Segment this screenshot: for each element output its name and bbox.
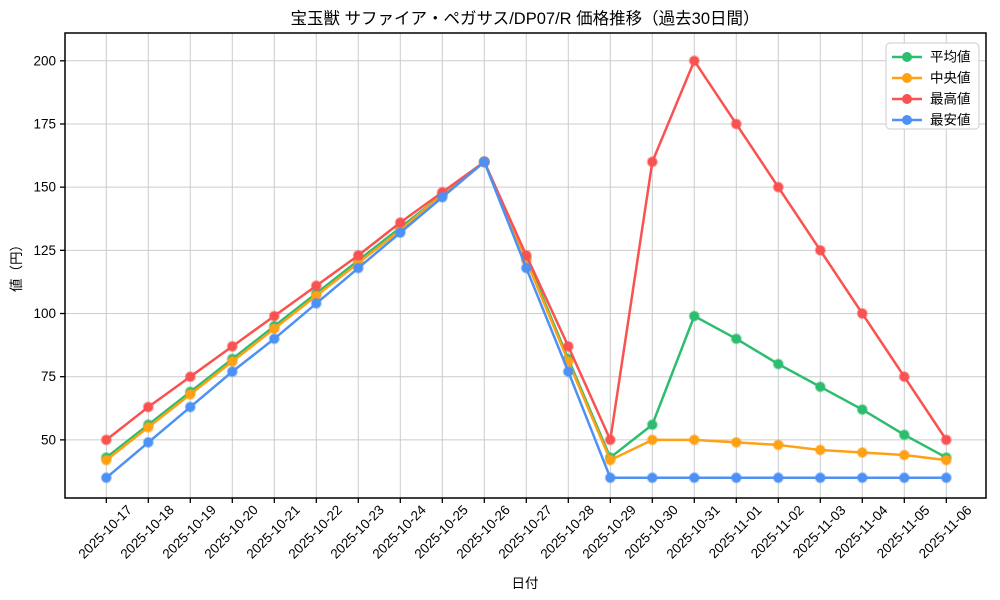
point-max [184,371,196,383]
point-max [352,249,364,261]
chart-title: 宝玉獣 サファイア・ペガサス/DP07/R 価格推移（過去30日間） [290,9,759,28]
y-tick-label: 50 [41,432,56,447]
point-average [688,310,700,322]
point-median [184,388,196,400]
point-min [520,262,532,274]
y-tick-label: 150 [33,180,56,195]
point-median [268,323,280,335]
legend-marker-average [902,52,912,62]
point-max [394,216,406,229]
point-max [100,434,112,446]
point-min [814,472,826,484]
point-max [268,310,280,322]
point-median [898,449,910,461]
point-median [142,421,154,433]
legend-item-average: 平均値 [892,50,971,65]
point-min [310,297,322,310]
point-median [730,436,742,449]
y-tick-label: 175 [33,116,56,131]
legend-label-average: 平均値 [930,50,971,65]
point-max [940,434,952,446]
point-min [268,333,280,345]
point-min [436,191,448,203]
y-tick-label: 125 [33,243,56,258]
axes-layer: 2025-10-172025-10-182025-10-192025-10-20… [33,32,987,562]
legend-box [885,42,980,130]
legend-marker-min [902,115,912,125]
point-median [646,434,658,446]
point-max [226,340,238,352]
point-min [646,472,658,484]
point-min [772,472,784,484]
point-max [604,434,616,446]
y-tick-label: 200 [33,53,56,68]
point-min [478,156,490,168]
legend-marker-median [902,73,912,83]
series-layer [100,55,952,484]
point-min [142,436,154,449]
point-max [772,181,784,193]
legend-label-median: 中央値 [930,71,971,86]
point-min [688,472,700,484]
point-max [646,156,658,168]
point-max [688,55,700,67]
point-min [562,366,574,378]
y-axis-label: 値（円） [9,238,24,292]
point-average [856,403,868,416]
point-min [184,401,196,413]
point-average [814,381,826,393]
legend-label-max: 最高値 [930,91,971,107]
point-min [100,472,112,484]
legend-item-max: 最高値 [892,91,971,107]
point-average [772,358,784,370]
point-max [310,280,322,292]
point-median [604,454,616,466]
point-average [646,419,658,431]
point-median [856,446,868,459]
point-median [100,454,112,466]
legend-marker-max [902,94,912,104]
point-min [940,472,952,484]
point-average [898,429,910,441]
point-min [352,262,364,274]
y-tick-label: 75 [41,369,56,384]
point-median [814,444,826,456]
point-max [730,118,742,130]
point-min [394,227,406,239]
point-min [730,472,742,484]
point-average [730,333,742,345]
point-max [814,244,826,256]
point-max [856,307,868,320]
point-min [898,472,910,484]
point-max [562,340,574,352]
legend-item-min: 最安値 [892,113,971,128]
point-median [940,454,952,466]
point-max [142,401,154,413]
legend-item-median: 中央値 [892,71,971,86]
point-median [226,355,238,368]
point-max [898,371,910,383]
y-tick-label: 100 [33,306,56,321]
legend-label-min: 最安値 [930,113,971,128]
point-min [226,366,238,378]
x-axis-label: 日付 [512,576,539,591]
point-median [688,434,700,446]
point-median [772,439,784,451]
point-min [604,472,616,484]
plot-border [64,32,987,499]
point-min [856,472,868,484]
